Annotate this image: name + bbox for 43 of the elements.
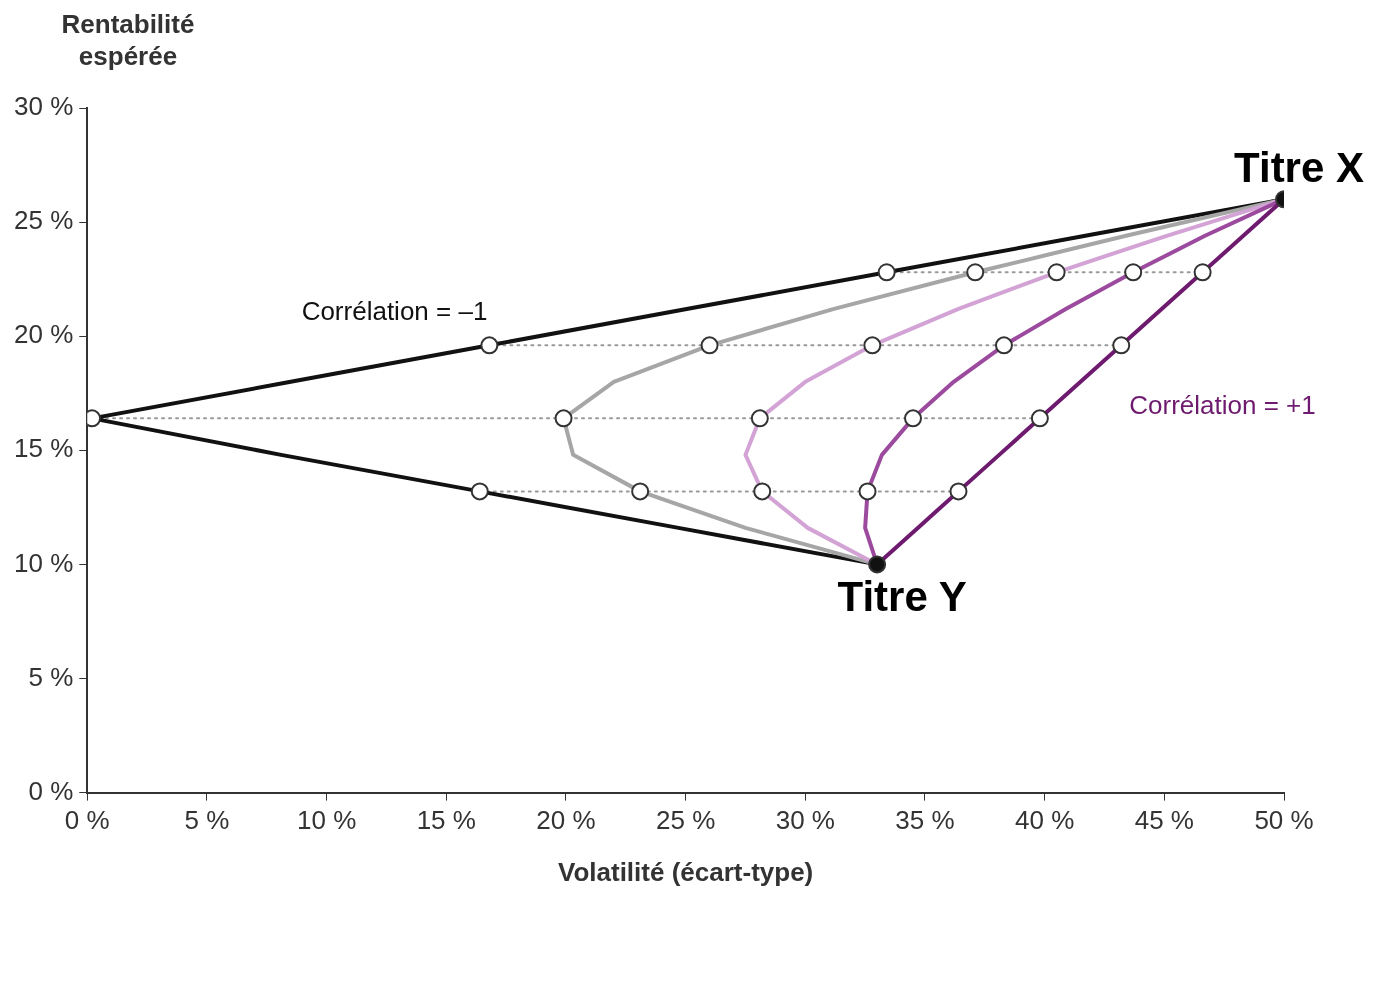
point [750,409,769,428]
y-tick-label: 10 % [14,547,74,578]
point [1030,409,1049,428]
point [700,336,719,355]
point [949,482,968,501]
x-tick-label: 40 % [1015,805,1075,836]
x-tick-label: 0 % [64,805,110,836]
y-tick-label: 25 % [14,205,74,236]
y-tick-label: 15 % [14,433,74,464]
point [904,409,923,428]
x-tick-label: 50 % [1254,805,1314,836]
y-tick-label: 0 % [28,775,74,806]
y-tick-label: 30 % [14,91,74,122]
point [631,482,650,501]
y-tick-label: 5 % [28,661,74,692]
x-tick-label: 20 % [536,805,596,836]
point [877,263,896,282]
x-tick-label: 15 % [416,805,476,836]
x-axis-title: Volatilité (écart-type) [558,856,814,887]
series-label: Corrélation = +1 [1129,390,1316,421]
point [994,336,1013,355]
point [470,482,489,501]
x-tick-label: 5 % [184,805,230,836]
x-tick-label: 45 % [1134,805,1194,836]
point [863,336,882,355]
x-tick-label: 25 % [656,805,716,836]
point [1124,263,1143,282]
point [966,263,985,282]
annotation: Titre Y [837,572,967,620]
point [480,336,499,355]
point [1047,263,1066,282]
series-label: Corrélation = –1 [301,296,488,327]
y-tick-label: 20 % [14,319,74,350]
x-tick-label: 35 % [895,805,955,836]
x-tick-label: 30 % [775,805,835,836]
point [753,482,772,501]
y-axis-title: Rentabilité espérée [60,8,196,72]
point [1193,263,1212,282]
point [1112,336,1131,355]
point [554,409,573,428]
x-tick-label: 10 % [296,805,357,836]
annotation: Titre X [1234,143,1364,191]
point [858,482,877,501]
